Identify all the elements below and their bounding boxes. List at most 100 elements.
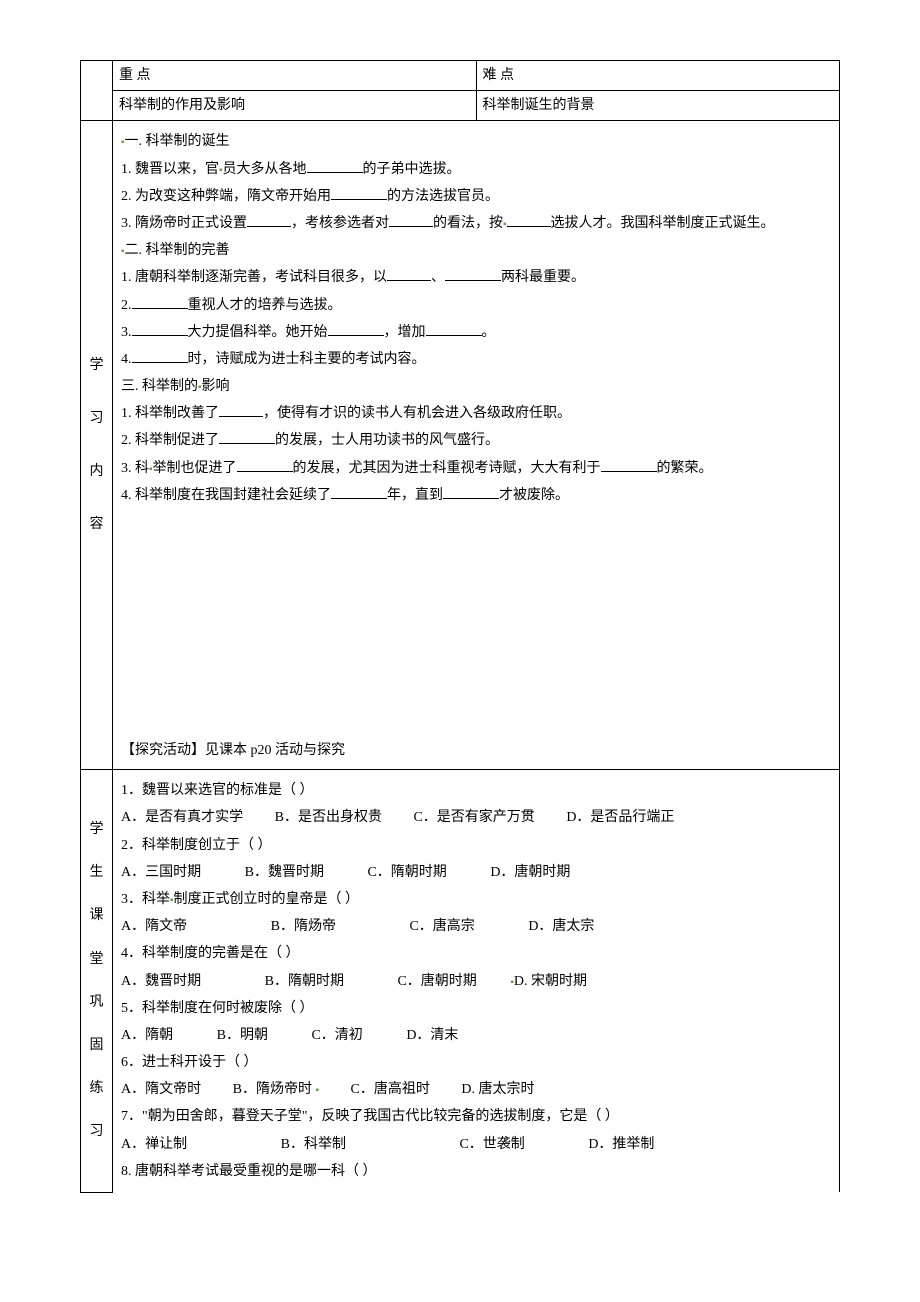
side-char: 堂	[83, 947, 110, 972]
section-title: ▪二. 科举制的完善	[121, 238, 831, 263]
section-title: 三. 科举制的▪影响	[121, 374, 831, 399]
study-line: 3. 科▪举制也促进了的发展，尤其因为进士科重视考诗赋，大大有利于的繁荣。	[121, 456, 831, 481]
side-char: 生	[83, 860, 110, 885]
worksheet-table: 重 点 难 点 科举制的作用及影响 科举制诞生的背景 学 习 内 容 ▪一. 科…	[80, 60, 840, 1193]
study-line: 3. 隋炀帝时正式设置，考核参选者对的看法，按▪选拔人才。我国科举制度正式诞生。	[121, 211, 831, 236]
option[interactable]: B．隋炀帝时 ▪	[233, 1077, 319, 1102]
study-line: 2. 科举制促进了的发展，士人用功读书的风气盛行。	[121, 428, 831, 453]
option[interactable]: B．科举制	[281, 1132, 346, 1157]
study-line: 4. 科举制度在我国封建社会延续了年，直到才被废除。	[121, 483, 831, 508]
blank-field[interactable]	[331, 485, 387, 499]
blank-field[interactable]	[387, 267, 431, 281]
option[interactable]: C．唐高宗	[409, 914, 474, 939]
option[interactable]: D．清末	[406, 1023, 458, 1048]
option[interactable]: C．是否有家产万贯	[413, 805, 534, 830]
study-line: 2. 为改变这种弊端，隋文帝开始用的方法选拔官员。	[121, 184, 831, 209]
blank-field[interactable]	[445, 267, 501, 281]
options-row: A．三国时期 B．魏晋时期 C．隋朝时期 D．唐朝时期	[121, 860, 831, 885]
blank-field[interactable]	[219, 403, 263, 417]
keypoint-value: 科举制的作用及影响	[113, 91, 477, 121]
options-row: A．隋文帝 B．隋炀帝 C．唐高宗 D．唐太宗	[121, 914, 831, 939]
blank-field[interactable]	[237, 458, 293, 472]
option[interactable]: A．三国时期	[121, 860, 201, 885]
option[interactable]: D．推举制	[588, 1132, 654, 1157]
study-content: ▪一. 科举制的诞生 1. 魏晋以来，官▪员大多从各地的子弟中选拔。 2. 为改…	[113, 121, 840, 770]
question: 2．科举制度创立于（ ）	[121, 833, 831, 858]
study-line: 4.时，诗赋成为进士科主要的考试内容。	[121, 347, 831, 372]
side-char: 固	[83, 1033, 110, 1058]
blank-field[interactable]	[247, 213, 291, 227]
blank-field[interactable]	[426, 322, 482, 336]
blank-space	[121, 510, 831, 730]
option[interactable]: C．隋朝时期	[367, 860, 446, 885]
option[interactable]: D．是否品行端正	[566, 805, 674, 830]
option[interactable]: C．唐高祖时	[351, 1077, 430, 1102]
option[interactable]: A．魏晋时期	[121, 969, 201, 994]
option[interactable]: A．隋朝	[121, 1023, 173, 1048]
question: 4．科举制度的完善是在（ ）	[121, 941, 831, 966]
option[interactable]: B．明朝	[217, 1023, 268, 1048]
keypoint-label: 重 点	[113, 61, 477, 91]
option[interactable]: B．魏晋时期	[245, 860, 324, 885]
options-row: A．是否有真才实学 B．是否出身权贵 C．是否有家产万贯 D．是否品行端正	[121, 805, 831, 830]
practice-side-label: 学 生 课 堂 巩 固 练 习	[81, 770, 113, 1192]
option[interactable]: A．隋文帝时	[121, 1077, 201, 1102]
blank-field[interactable]	[132, 349, 188, 363]
blank-field[interactable]	[307, 159, 363, 173]
difficulty-value: 科举制诞生的背景	[476, 91, 840, 121]
option[interactable]: B．隋朝时期	[265, 969, 344, 994]
blank-field[interactable]	[389, 213, 433, 227]
header-blank-cell	[81, 61, 113, 121]
study-line: 1. 科举制改善了，使得有才识的读书人有机会进入各级政府任职。	[121, 401, 831, 426]
options-row: A．魏晋时期 B．隋朝时期 C．唐朝时期 ▪D. 宋朝时期	[121, 969, 831, 994]
difficulty-label: 难 点	[476, 61, 840, 91]
option[interactable]: D．唐朝时期	[490, 860, 570, 885]
dot-icon: ▪	[315, 1085, 319, 1096]
option[interactable]: B．是否出身权贵	[275, 805, 382, 830]
study-line: 3.大力提倡科举。她开始，增加。	[121, 320, 831, 345]
option[interactable]: D．唐太宗	[528, 914, 594, 939]
side-char: 学	[83, 353, 110, 378]
study-side-label: 学 习 内 容	[81, 121, 113, 770]
section-title: ▪一. 科举制的诞生	[121, 129, 831, 154]
practice-content: 1．魏晋以来选官的标准是（ ） A．是否有真才实学 B．是否出身权贵 C．是否有…	[113, 770, 840, 1192]
option[interactable]: D. 唐太宗时	[461, 1077, 534, 1102]
option[interactable]: ▪D. 宋朝时期	[510, 969, 587, 994]
option[interactable]: A．是否有真才实学	[121, 805, 243, 830]
blank-field[interactable]	[219, 430, 275, 444]
inquiry-line: 【探究活动】见课本 p20 活动与探究	[121, 738, 831, 763]
side-char: 巩	[83, 990, 110, 1015]
side-char: 容	[83, 512, 110, 537]
side-char: 习	[83, 1119, 110, 1144]
options-row: A．隋朝 B．明朝 C．清初 D．清末	[121, 1023, 831, 1048]
question: 1．魏晋以来选官的标准是（ ）	[121, 778, 831, 803]
side-char: 课	[83, 903, 110, 928]
blank-field[interactable]	[507, 213, 551, 227]
question: 7．"朝为田舍郎，暮登天子堂"，反映了我国古代比较完备的选拔制度，它是（ ）	[121, 1104, 831, 1129]
question: 6．进士科开设于（ ）	[121, 1050, 831, 1075]
option[interactable]: A．隋文帝	[121, 914, 187, 939]
option[interactable]: C．清初	[311, 1023, 362, 1048]
option[interactable]: B．隋炀帝	[271, 914, 336, 939]
option[interactable]: C．世袭制	[459, 1132, 524, 1157]
blank-field[interactable]	[132, 322, 188, 336]
study-line: 1. 唐朝科举制逐渐完善，考试科目很多，以、两科最重要。	[121, 265, 831, 290]
option[interactable]: C．唐朝时期	[397, 969, 476, 994]
question: 8. 唐朝科举考试最受重视的是哪一科（ ）	[121, 1159, 831, 1184]
blank-field[interactable]	[132, 295, 188, 309]
blank-field[interactable]	[328, 322, 384, 336]
study-line: 2.重视人才的培养与选拔。	[121, 293, 831, 318]
study-line: 1. 魏晋以来，官▪员大多从各地的子弟中选拔。	[121, 157, 831, 182]
blank-field[interactable]	[331, 186, 387, 200]
options-row: A．禅让制 B．科举制 C．世袭制 D．推举制	[121, 1132, 831, 1157]
blank-field[interactable]	[443, 485, 499, 499]
side-char: 学	[83, 817, 110, 842]
option[interactable]: A．禅让制	[121, 1132, 187, 1157]
side-char: 内	[83, 459, 110, 484]
side-char: 习	[83, 406, 110, 431]
question: 5．科举制度在何时被废除（ ）	[121, 996, 831, 1021]
side-char: 练	[83, 1076, 110, 1101]
blank-field[interactable]	[601, 458, 657, 472]
options-row: A．隋文帝时 B．隋炀帝时 ▪ C．唐高祖时 D. 唐太宗时	[121, 1077, 831, 1102]
question: 3．科举▪制度正式创立时的皇帝是（ ）	[121, 887, 831, 912]
